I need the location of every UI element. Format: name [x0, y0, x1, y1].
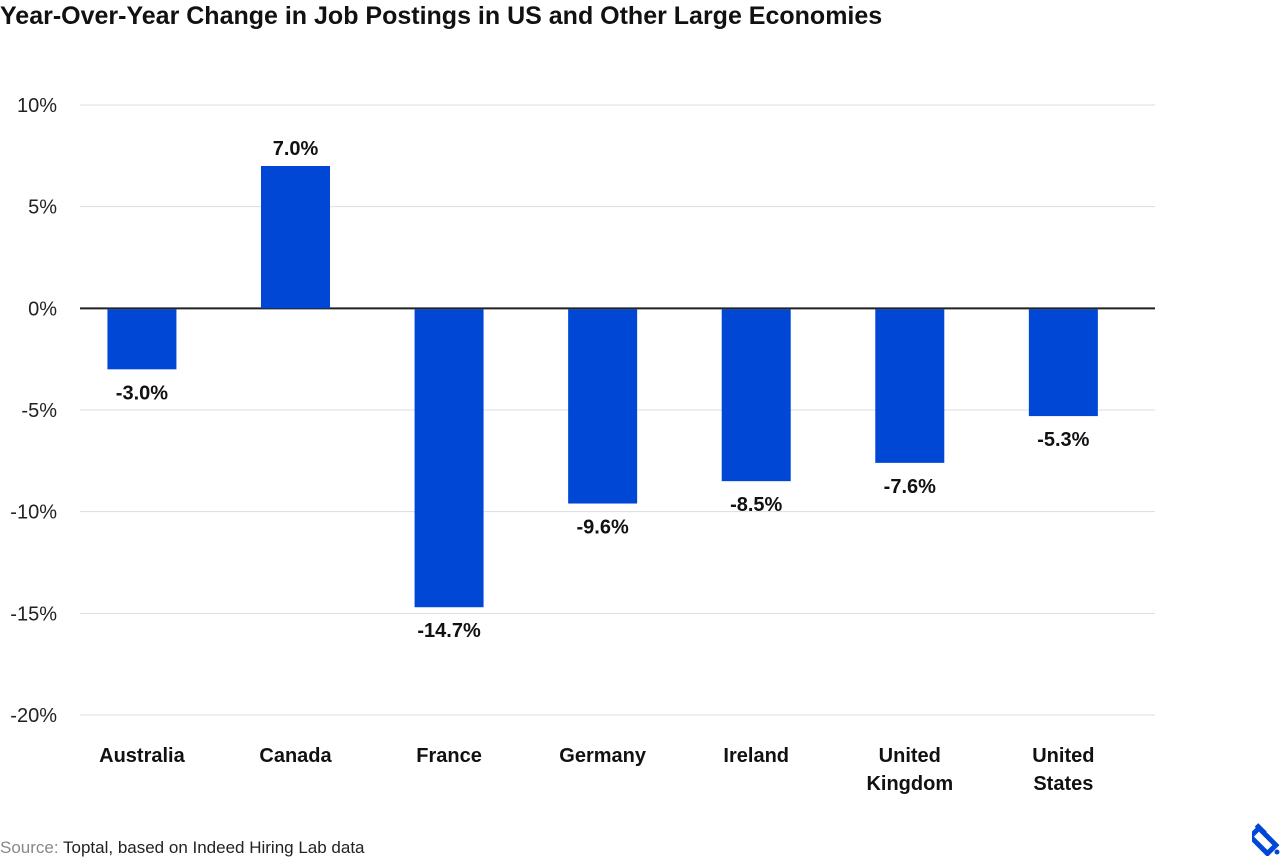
source-note: Source: Toptal, based on Indeed Hiring L…: [0, 838, 365, 858]
category-label: United: [879, 745, 941, 767]
data-label: -7.6%: [884, 476, 936, 498]
y-tick-label: -10%: [10, 502, 57, 524]
category-label: Germany: [559, 745, 647, 767]
category-label: United: [1032, 745, 1094, 767]
data-label: -8.5%: [730, 494, 782, 516]
bar-australia: [107, 309, 177, 370]
bar-germany: [568, 309, 638, 504]
data-label: -5.3%: [1037, 429, 1089, 451]
bar-france: [414, 309, 484, 608]
bar-united-kingdom: [875, 309, 945, 463]
y-tick-label: -5%: [21, 400, 57, 422]
data-label: -14.7%: [417, 620, 481, 642]
category-label: Canada: [259, 745, 332, 767]
data-label: -9.6%: [577, 517, 629, 539]
data-label: 7.0%: [273, 138, 319, 160]
source-label: Source:: [0, 838, 59, 857]
bar-canada: [261, 166, 330, 309]
category-label: Australia: [99, 745, 185, 767]
chart-title: Year-Over-Year Change in Job Postings in…: [0, 2, 883, 30]
toptal-logo-icon: [1252, 823, 1280, 856]
bar-united-states: [1028, 309, 1098, 417]
y-tick-label: -20%: [10, 705, 57, 727]
bar-ireland: [721, 309, 791, 482]
category-label: Kingdom: [866, 773, 953, 795]
y-tick-label: 0%: [28, 298, 57, 320]
y-tick-label: 10%: [17, 95, 57, 117]
y-tick-label: -15%: [10, 603, 57, 625]
category-label: Ireland: [723, 745, 789, 767]
data-label: -3.0%: [116, 382, 168, 404]
category-label: States: [1033, 773, 1093, 795]
category-label: France: [416, 745, 482, 767]
y-tick-label: 5%: [28, 197, 57, 219]
source-text: Toptal, based on Indeed Hiring Lab data: [58, 838, 365, 857]
